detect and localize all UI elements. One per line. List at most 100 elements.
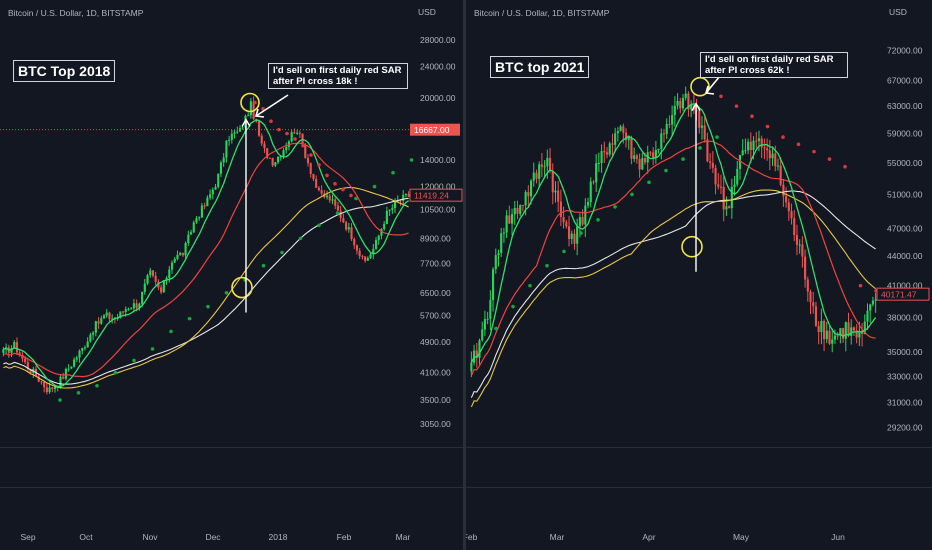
sar-dot-green <box>715 135 719 139</box>
candle-body <box>844 322 847 339</box>
candle-body <box>385 210 388 225</box>
candle-body <box>195 218 198 223</box>
sar-dot-green <box>317 223 321 228</box>
candle-body <box>863 321 866 334</box>
sar-dot-red <box>349 193 353 198</box>
candle-body <box>162 280 165 293</box>
candle-body <box>165 277 168 281</box>
sar-dot-red <box>269 119 273 124</box>
y-tick-label: 59000.00 <box>887 129 923 139</box>
y-tick-label: 38000.00 <box>887 312 923 322</box>
candle-body <box>334 199 337 206</box>
price-chart-2021[interactable]: 72000.00 67000.00 63000.00 59000.00 55000.00… <box>466 0 932 550</box>
sar-dot-red <box>843 164 847 169</box>
candle-body <box>29 368 32 373</box>
x-tick-label: Mar <box>550 532 565 542</box>
candle-body <box>200 205 203 218</box>
chart-title-tag: BTC top 2021 <box>490 56 590 78</box>
y-tick-label: 3500.00 <box>420 395 451 405</box>
sar-dot-green <box>494 326 498 331</box>
candle-body <box>407 194 410 197</box>
x-tick-label: Nov <box>142 532 158 542</box>
candle-body <box>492 269 495 301</box>
candle-body <box>111 318 114 320</box>
candle-body <box>573 233 576 244</box>
y-tick-label: 12000.00 <box>420 182 456 192</box>
note-pointer-arrow <box>255 94 289 117</box>
candle-body <box>755 140 758 142</box>
candle-body <box>738 154 742 169</box>
candle-body <box>64 369 67 379</box>
candle-body <box>37 376 40 382</box>
sar-dot-green <box>391 170 395 175</box>
candle-body <box>839 328 842 336</box>
sar-dot-red <box>341 187 345 192</box>
x-tick-label: Oct <box>79 532 93 542</box>
sar-dot-green <box>562 249 566 254</box>
candle-body <box>160 287 163 293</box>
x-tick-label: Mar <box>396 532 411 542</box>
candle-body <box>630 137 633 159</box>
candle-body <box>766 148 769 151</box>
candle-body <box>833 335 836 340</box>
candle-body <box>744 150 747 152</box>
candle-body <box>719 186 723 188</box>
sar-dot-green <box>372 184 377 189</box>
chart-pane-2021[interactable]: 72000.00 67000.00 63000.00 59000.00 55000.00… <box>466 0 932 550</box>
candle-body <box>481 329 484 341</box>
sar-dot-red <box>781 135 785 139</box>
candle-body <box>869 304 872 311</box>
top-marker-circle <box>240 92 260 113</box>
x-tick-label: Sep <box>20 532 35 542</box>
mid-ma-line <box>3 142 409 378</box>
candle-body <box>641 158 644 170</box>
candle-body <box>230 133 233 140</box>
x-tick-label: Feb <box>337 532 352 542</box>
candle-body <box>565 222 568 227</box>
candle-body <box>282 150 285 157</box>
sar-dot-red <box>734 104 739 108</box>
candle-body <box>236 131 239 133</box>
sar-dot-green <box>169 329 173 334</box>
candle-body <box>578 217 581 227</box>
price-chart-2018[interactable]: 28000.00 24000.00 20000.00 16667.00 14000.00… <box>0 0 463 550</box>
candle-body <box>511 214 514 224</box>
candle-body <box>89 334 92 342</box>
candle-body <box>709 161 712 163</box>
candle-body <box>342 218 345 223</box>
note-pointer-arrow <box>705 75 721 94</box>
candle-body <box>189 232 193 235</box>
candle-body <box>277 156 280 163</box>
y-tick-label: 28000.00 <box>420 35 456 45</box>
candle-body <box>717 184 720 187</box>
chart-pane-2018[interactable]: 28000.00 24000.00 20000.00 16667.00 14000.00… <box>0 0 463 550</box>
candle-body <box>217 173 220 187</box>
candle-body <box>654 149 657 159</box>
x-tick-label: Apr <box>642 532 655 542</box>
sar-dot-red <box>317 163 321 167</box>
candle-body <box>703 125 706 140</box>
candle-body <box>749 141 752 151</box>
candle-body <box>149 270 152 276</box>
candle-body <box>847 322 850 336</box>
candle-body <box>649 152 652 154</box>
candle-body <box>339 210 342 219</box>
candle-body <box>787 202 790 212</box>
candle-body <box>652 152 655 159</box>
candle-body <box>690 104 693 110</box>
cross-marker-circle <box>681 235 703 258</box>
slow-ma-line <box>3 186 409 389</box>
pane-splitter[interactable] <box>463 0 466 550</box>
sar-dot-green <box>545 263 549 268</box>
candle-body <box>266 148 269 158</box>
candle-body <box>698 110 701 128</box>
candle-body <box>241 127 244 129</box>
y-tick-label: 10500.00 <box>420 205 456 215</box>
candle-body <box>53 386 57 389</box>
candle-body <box>624 132 628 141</box>
candle-body <box>681 97 685 109</box>
chart-title-tag: BTC Top 2018 <box>13 60 116 82</box>
candle-body <box>665 123 668 135</box>
candle-body <box>774 153 777 167</box>
candle-body <box>377 235 380 241</box>
